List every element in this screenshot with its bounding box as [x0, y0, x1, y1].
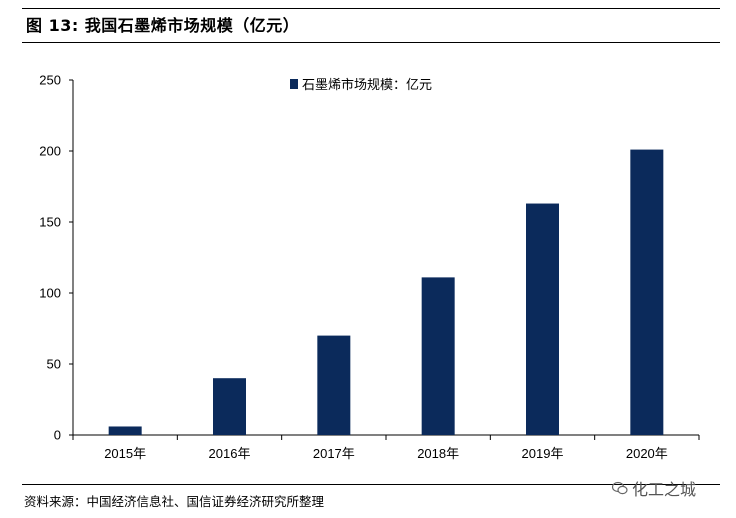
watermark: 化工之城 [612, 476, 696, 500]
y-tick-label: 100 [39, 286, 61, 301]
bar [421, 277, 455, 435]
bar [630, 149, 664, 435]
source-note: 资料来源：中国经济信息社、国信证券经济研究所整理 [24, 494, 325, 509]
title-bottom-rule [22, 42, 720, 43]
y-tick-label: 200 [39, 144, 61, 159]
x-tick-label: 2015年 [104, 446, 146, 461]
bar [317, 335, 351, 435]
watermark-text: 化工之城 [632, 480, 697, 499]
title-top-rule [22, 8, 720, 9]
y-tick-label: 50 [47, 357, 61, 372]
bar [213, 378, 246, 435]
bar-series [108, 149, 664, 435]
wechat-icon [612, 481, 628, 495]
x-tick-label: 2016年 [209, 446, 251, 461]
legend-label: 石墨烯市场规模：亿元 [302, 77, 432, 93]
x-tick-label: 2017年 [313, 446, 355, 461]
legend-swatch [290, 79, 298, 89]
y-tick-label: 150 [39, 215, 61, 230]
x-tick-label: 2020年 [626, 446, 668, 461]
x-tick-label: 2019年 [522, 446, 564, 461]
x-tick-labels: 2015年 2016年 2017年 2018年 2019年 2020年 [104, 446, 668, 461]
chart-legend: 石墨烯市场规模：亿元 [290, 77, 432, 93]
chart-axes [69, 79, 700, 440]
figure-title: 图 13: 我国石墨烯市场规模（亿元） [26, 16, 300, 35]
bar [108, 426, 142, 435]
y-tick-label: 0 [54, 428, 61, 443]
x-tick-label: 2018年 [417, 446, 459, 461]
y-tick-label: 250 [39, 73, 61, 88]
source-rule [22, 484, 720, 485]
bar [526, 203, 559, 435]
y-tick-labels: 0 50 100 150 200 250 [39, 73, 61, 443]
